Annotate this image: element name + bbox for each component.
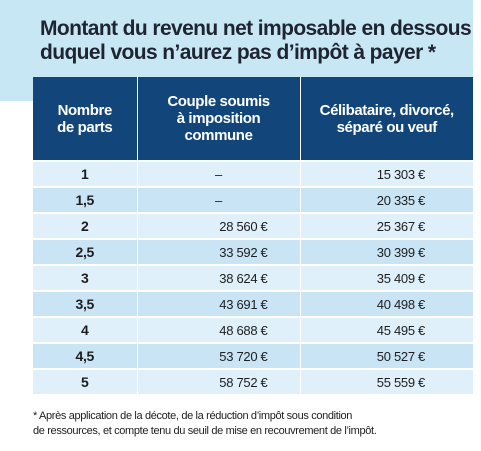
tax-threshold-table: Nombre de parts Couple soumis à impositi… <box>33 77 473 394</box>
couple-cell: 28 560 € <box>136 212 300 239</box>
table-row: 4 48 688 € 45 495 € <box>33 316 473 343</box>
table-row: 3 38 624 € 35 409 € <box>33 264 473 291</box>
table-row: 1,5 – 20 335 € <box>33 186 473 213</box>
table-body: 1 – 15 303 € 1,5 – 20 335 € 2 28 560 € 2… <box>33 160 473 394</box>
parts-cell: 4 <box>33 316 137 343</box>
single-cell: 25 367 € <box>299 212 473 239</box>
couple-cell: 53 720 € <box>136 342 300 369</box>
table-header: Nombre de parts Couple soumis à impositi… <box>33 77 473 161</box>
parts-cell: 2 <box>33 212 137 239</box>
table-row: 4,5 53 720 € 50 527 € <box>33 342 473 369</box>
single-cell: 50 527 € <box>299 342 473 369</box>
couple-cell: 58 752 € <box>136 368 300 394</box>
single-cell: 20 335 € <box>299 186 473 213</box>
parts-cell: 3 <box>33 264 137 291</box>
parts-cell: 1 <box>33 160 137 187</box>
parts-cell: 3,5 <box>33 290 137 317</box>
single-cell: 45 495 € <box>299 316 473 343</box>
parts-cell: 4,5 <box>33 342 137 369</box>
couple-cell: 43 691 € <box>136 290 300 317</box>
table-row: 2,5 33 592 € 30 399 € <box>33 238 473 265</box>
header-row: Nombre de parts Couple soumis à impositi… <box>33 77 473 161</box>
table-row: 5 58 752 € 55 559 € <box>33 368 473 394</box>
page-title: Montant du revenu net imposable en desso… <box>40 17 472 64</box>
tax-threshold-table-container: Nombre de parts Couple soumis à impositi… <box>33 77 473 394</box>
header-single: Célibataire, divorcé, séparé ou veuf <box>299 77 473 161</box>
parts-cell: 1,5 <box>33 186 137 213</box>
footnote: * Après application de la décote, de la … <box>33 410 377 437</box>
single-cell: 35 409 € <box>299 264 473 291</box>
single-cell: 55 559 € <box>299 368 473 394</box>
couple-cell: 33 592 € <box>136 238 300 265</box>
table-row: 3,5 43 691 € 40 498 € <box>33 290 473 317</box>
parts-cell: 2,5 <box>33 238 137 265</box>
table-row: 1 – 15 303 € <box>33 160 473 187</box>
couple-cell: 48 688 € <box>136 316 300 343</box>
couple-cell: – <box>136 186 300 213</box>
single-cell: 40 498 € <box>299 290 473 317</box>
couple-cell: – <box>136 160 300 187</box>
single-cell: 30 399 € <box>299 238 473 265</box>
header-parts: Nombre de parts <box>33 77 137 161</box>
parts-cell: 5 <box>33 368 137 394</box>
table-row: 2 28 560 € 25 367 € <box>33 212 473 239</box>
single-cell: 15 303 € <box>299 160 473 187</box>
header-couple: Couple soumis à imposition commune <box>136 77 300 161</box>
couple-cell: 38 624 € <box>136 264 300 291</box>
